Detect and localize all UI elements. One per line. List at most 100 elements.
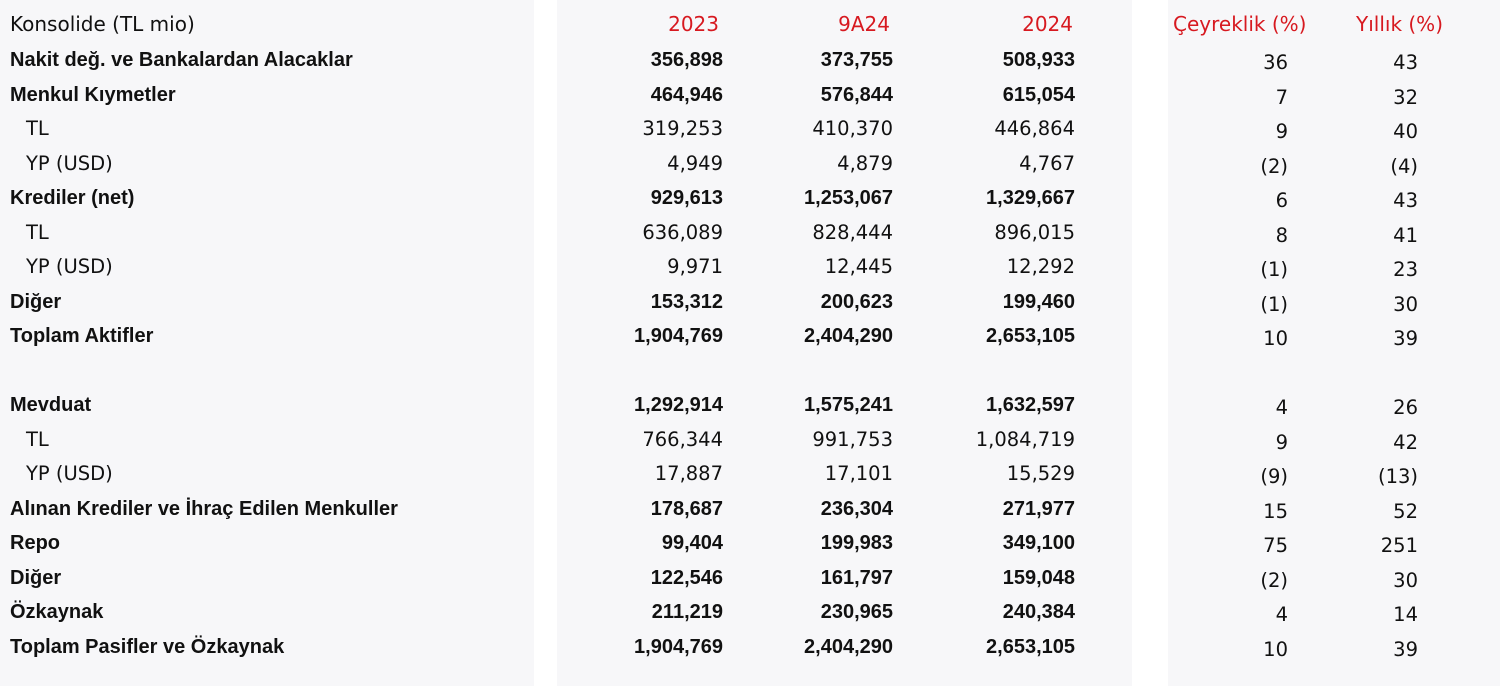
value-quarterly: 4 xyxy=(1275,396,1288,419)
table-row: YP (USD) 4,949 4,879 4,767 (2) (4) xyxy=(0,147,1500,181)
value-9a24: 1,253,067 xyxy=(804,187,893,209)
value-9a24: 17,101 xyxy=(824,462,893,485)
value-2023: 1,904,769 xyxy=(634,325,723,347)
row-label: TL xyxy=(26,117,49,140)
value-quarterly: 4 xyxy=(1275,603,1288,626)
row-label: Alınan Krediler ve İhraç Edilen Menkulle… xyxy=(10,498,398,520)
table-row: Diğer 122,546 161,797 159,048 (2) 30 xyxy=(0,561,1500,595)
table-row: Mevduat 1,292,914 1,575,241 1,632,597 4 … xyxy=(0,388,1500,422)
value-9a24: 12,445 xyxy=(824,255,893,278)
row-label: Nakit değ. ve Bankalardan Alacaklar xyxy=(10,49,353,71)
column-header-2023: 2023 xyxy=(668,12,719,36)
value-9a24: 2,404,290 xyxy=(804,325,893,347)
value-quarterly: 75 xyxy=(1263,534,1288,557)
value-quarterly: (1) xyxy=(1260,293,1288,316)
row-label: Toplam Aktifler xyxy=(10,325,154,347)
value-yearly: 52 xyxy=(1393,500,1418,523)
value-2023: 178,687 xyxy=(650,498,723,520)
value-quarterly: (9) xyxy=(1260,465,1288,488)
table-row: TL 319,253 410,370 446,864 9 40 xyxy=(0,112,1500,146)
value-2024: 199,460 xyxy=(1002,291,1075,313)
value-yearly: (4) xyxy=(1390,155,1418,178)
table-row: YP (USD) 17,887 17,101 15,529 (9) (13) xyxy=(0,457,1500,491)
value-2023: 464,946 xyxy=(650,84,723,106)
value-quarterly: 36 xyxy=(1263,51,1288,74)
value-2023: 1,904,769 xyxy=(634,636,723,658)
value-yearly: 23 xyxy=(1393,258,1418,281)
value-2024: 2,653,105 xyxy=(986,325,1075,347)
table-row: Menkul Kıymetler 464,946 576,844 615,054… xyxy=(0,78,1500,112)
row-label: Mevduat xyxy=(10,394,92,416)
value-2024: 271,977 xyxy=(1002,498,1075,520)
row-label: TL xyxy=(26,428,49,451)
row-label: YP (USD) xyxy=(26,462,113,485)
value-2023: 929,613 xyxy=(650,187,723,209)
values-panel xyxy=(557,0,1132,686)
table-row: Repo 99,404 199,983 349,100 75 251 xyxy=(0,526,1500,560)
row-label: Menkul Kıymetler xyxy=(10,84,176,106)
value-yearly: 43 xyxy=(1393,189,1418,212)
value-9a24: 230,965 xyxy=(820,601,893,623)
value-2024: 896,015 xyxy=(994,221,1075,244)
column-header-9a24: 9A24 xyxy=(838,12,890,36)
value-quarterly: 8 xyxy=(1275,224,1288,247)
value-2023: 636,089 xyxy=(642,221,723,244)
column-header-quarterly: Çeyreklik (%) xyxy=(1173,12,1307,36)
value-9a24: 991,753 xyxy=(812,428,893,451)
value-9a24: 410,370 xyxy=(812,117,893,140)
row-label: TL xyxy=(26,221,49,244)
value-yearly: 41 xyxy=(1393,224,1418,247)
table-title: Konsolide (TL mio) xyxy=(10,12,195,36)
table-row: Özkaynak 211,219 230,965 240,384 4 14 xyxy=(0,595,1500,629)
value-2024: 1,329,667 xyxy=(986,187,1075,209)
value-yearly: 14 xyxy=(1393,603,1418,626)
table-row: Krediler (net) 929,613 1,253,067 1,329,6… xyxy=(0,181,1500,215)
value-9a24: 200,623 xyxy=(820,291,893,313)
value-2024: 1,084,719 xyxy=(975,428,1075,451)
label-panel xyxy=(0,0,534,686)
value-9a24: 373,755 xyxy=(820,49,893,71)
value-yearly: 32 xyxy=(1393,86,1418,109)
column-header-2024: 2024 xyxy=(1022,12,1073,36)
column-header-yearly: Yıllık (%) xyxy=(1356,12,1443,36)
value-9a24: 828,444 xyxy=(812,221,893,244)
value-9a24: 199,983 xyxy=(820,532,893,554)
value-9a24: 576,844 xyxy=(820,84,893,106)
row-label: Toplam Pasifler ve Özkaynak xyxy=(10,636,285,658)
value-9a24: 4,879 xyxy=(837,152,893,175)
value-yearly: 39 xyxy=(1393,327,1418,350)
table-row: YP (USD) 9,971 12,445 12,292 (1) 23 xyxy=(0,250,1500,284)
value-2023: 1,292,914 xyxy=(634,394,723,416)
row-label: Repo xyxy=(10,532,60,554)
value-2023: 9,971 xyxy=(667,255,723,278)
table-row: Alınan Krediler ve İhraç Edilen Menkulle… xyxy=(0,492,1500,526)
table-row: TL 636,089 828,444 896,015 8 41 xyxy=(0,216,1500,250)
value-quarterly: (2) xyxy=(1260,569,1288,592)
row-label: Diğer xyxy=(10,291,62,313)
value-9a24: 2,404,290 xyxy=(804,636,893,658)
value-quarterly: 10 xyxy=(1263,638,1288,661)
value-9a24: 161,797 xyxy=(820,567,893,589)
value-2024: 159,048 xyxy=(1002,567,1075,589)
value-yearly: 26 xyxy=(1393,396,1418,419)
row-label: YP (USD) xyxy=(26,255,113,278)
table-row: Diğer 153,312 200,623 199,460 (1) 30 xyxy=(0,285,1500,319)
change-panel xyxy=(1168,0,1500,686)
value-2024: 1,632,597 xyxy=(986,394,1075,416)
value-quarterly: (1) xyxy=(1260,258,1288,281)
value-2023: 4,949 xyxy=(667,152,723,175)
value-2024: 349,100 xyxy=(1002,532,1075,554)
value-yearly: 39 xyxy=(1393,638,1418,661)
value-2023: 17,887 xyxy=(654,462,723,485)
value-2024: 2,653,105 xyxy=(986,636,1075,658)
value-2024: 4,767 xyxy=(1019,152,1075,175)
value-2023: 211,219 xyxy=(651,601,723,623)
value-yearly: 30 xyxy=(1393,293,1418,316)
value-2023: 356,898 xyxy=(650,49,723,71)
value-2024: 446,864 xyxy=(994,117,1075,140)
value-yearly: 43 xyxy=(1393,51,1418,74)
table-row: Nakit değ. ve Bankalardan Alacaklar 356,… xyxy=(0,43,1500,77)
value-yearly: 30 xyxy=(1393,569,1418,592)
row-label: Özkaynak xyxy=(10,601,104,623)
value-yearly: 42 xyxy=(1393,431,1418,454)
